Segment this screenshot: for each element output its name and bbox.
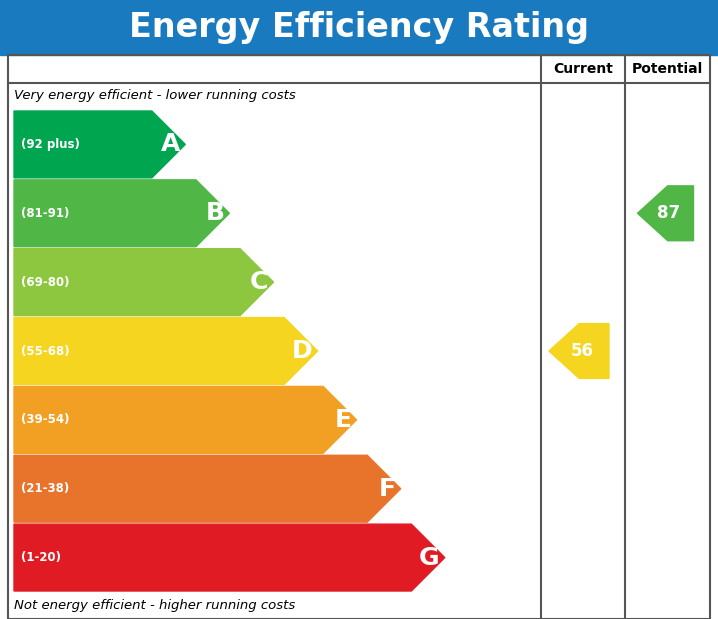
Polygon shape [14, 180, 229, 247]
Text: B: B [205, 201, 224, 225]
Polygon shape [14, 524, 444, 591]
Text: Very energy efficient - lower running costs: Very energy efficient - lower running co… [14, 90, 296, 103]
Text: C: C [250, 270, 269, 294]
Text: (55-68): (55-68) [21, 345, 70, 358]
Text: (21-38): (21-38) [21, 482, 69, 495]
Text: (1-20): (1-20) [21, 551, 61, 564]
Polygon shape [14, 386, 357, 453]
Text: Energy Efficiency Rating: Energy Efficiency Rating [129, 11, 589, 44]
Text: Current: Current [553, 62, 613, 76]
Text: Potential: Potential [632, 62, 703, 76]
Text: G: G [419, 545, 439, 569]
Text: E: E [335, 408, 352, 432]
Text: (39-54): (39-54) [21, 413, 70, 426]
Text: D: D [292, 339, 312, 363]
Polygon shape [638, 186, 694, 241]
Polygon shape [14, 318, 317, 384]
Text: (69-80): (69-80) [21, 275, 70, 288]
Polygon shape [14, 249, 274, 316]
Text: 87: 87 [657, 204, 680, 222]
Text: A: A [161, 132, 180, 157]
Text: (92 plus): (92 plus) [21, 138, 80, 151]
Text: Not energy efficient - higher running costs: Not energy efficient - higher running co… [14, 599, 295, 612]
Text: F: F [378, 477, 396, 501]
Polygon shape [549, 324, 609, 378]
Polygon shape [14, 111, 185, 178]
Polygon shape [14, 456, 401, 522]
Text: (81-91): (81-91) [21, 207, 70, 220]
Bar [0, 0, 718, 55]
Text: 56: 56 [571, 342, 594, 360]
